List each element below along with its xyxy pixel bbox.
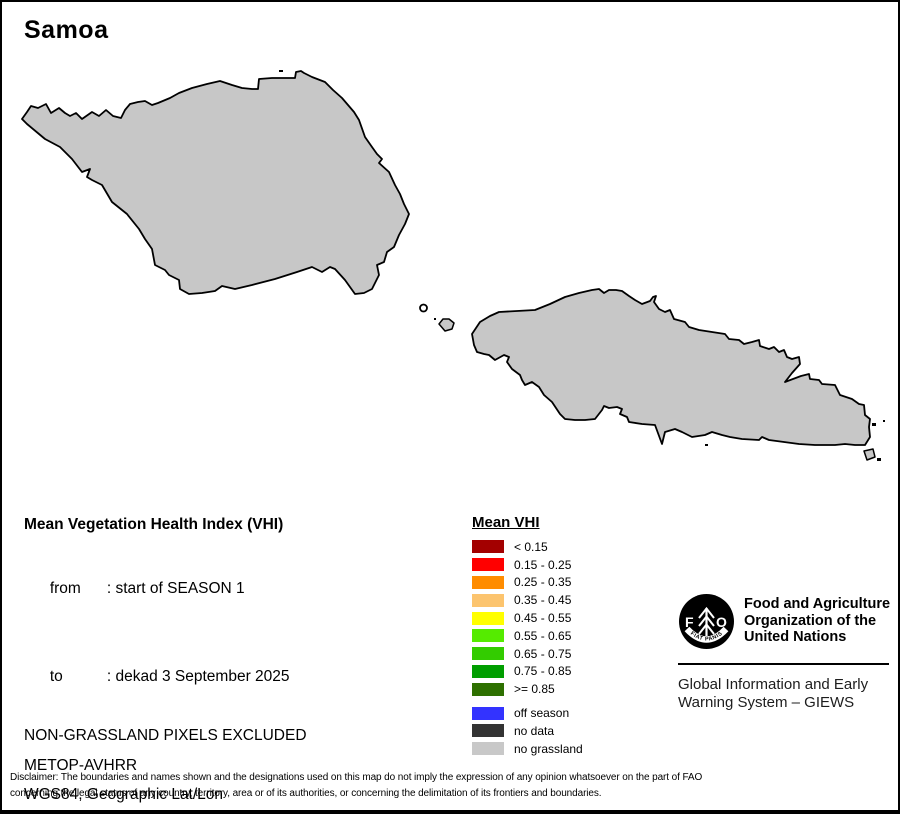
info-value-to: : dekad 3 September 2025 xyxy=(106,668,290,685)
giews-label: Global Information and Early Warning Syst… xyxy=(678,676,892,711)
giews-line: Global Information and Early xyxy=(678,676,869,693)
fao-divider xyxy=(678,663,889,665)
legend-row: 0.75 - 0.85 xyxy=(472,663,642,681)
legend-row: 0.25 - 0.35 xyxy=(472,574,642,592)
map-islet-nuutele xyxy=(863,448,876,461)
fao-org-name: Food and Agriculture Organization of the U… xyxy=(744,593,890,650)
legend-swatch xyxy=(472,647,504,661)
svg-text:FIAT PANIS: FIAT PANIS xyxy=(689,631,724,643)
info-row-to: to : dekad 3 September 2025 xyxy=(24,633,454,722)
legend-swatch xyxy=(472,575,504,589)
fao-logo-icon: F O FIAT PANIS xyxy=(679,594,734,649)
legend-swatch xyxy=(472,724,504,738)
legend-label: 0.75 - 0.85 xyxy=(514,664,572,679)
legend-row: >= 0.85 xyxy=(472,680,642,698)
legend-row: < 0.15 xyxy=(472,538,642,556)
map-east-island xyxy=(471,288,871,446)
map-islet-speck xyxy=(434,318,436,320)
legend-row: 0.15 - 0.25 xyxy=(472,556,642,574)
fao-logo-motto: FIAT PANIS xyxy=(689,631,723,643)
map-info-block: Mean Vegetation Health Index (VHI) from:… xyxy=(24,514,454,810)
disclaimer: Disclaimer: The boundaries and names sho… xyxy=(10,770,894,801)
map-islet-speck xyxy=(279,70,283,72)
disclaimer-line-1: Disclaimer: The boundaries and names sho… xyxy=(10,772,703,783)
info-value-from: : start of SEASON 1 xyxy=(106,579,245,597)
fao-org-line: United Nations xyxy=(744,629,847,645)
map-islet-speck xyxy=(883,420,885,422)
legend-label: no data xyxy=(514,723,555,738)
legend-label: no grassland xyxy=(514,741,583,756)
legend-row: 0.35 - 0.45 xyxy=(472,591,642,609)
fao-org-line: Food and Agriculture xyxy=(744,596,891,612)
legend-extra-rows: off season no data no grassland xyxy=(472,704,642,757)
legend-title: Mean VHI xyxy=(472,514,540,531)
map-islet-speck xyxy=(872,423,876,426)
legend-row: no data xyxy=(472,722,642,740)
legend-label: >= 0.85 xyxy=(514,682,555,697)
legend-swatch xyxy=(472,664,504,678)
legend-label: 0.55 - 0.65 xyxy=(514,628,572,643)
fao-logo-letter-f: F xyxy=(685,614,694,630)
giews-line: Warning System – GIEWS xyxy=(678,693,855,711)
page-title: Samoa xyxy=(24,16,109,44)
info-line: NON-GRASSLAND PIXELS EXCLUDED xyxy=(24,727,307,744)
legend-label: 0.35 - 0.45 xyxy=(514,593,572,608)
legend-swatch xyxy=(472,629,504,643)
legend-label: 0.65 - 0.75 xyxy=(514,646,572,661)
legend-label: 0.45 - 0.55 xyxy=(514,611,572,626)
legend-label: off season xyxy=(514,706,570,721)
fao-header: F O FIAT PANIS Food and Agriculture Organ… xyxy=(678,593,892,650)
info-line: METOP-AVHRR xyxy=(24,756,138,774)
legend-swatch xyxy=(472,742,504,756)
info-lines: NON-GRASSLAND PIXELS EXCLUDED METOP-AVHRR… xyxy=(24,721,454,810)
legend-label: 0.15 - 0.25 xyxy=(514,557,572,572)
map-islet-ring xyxy=(419,303,428,313)
map-islet-speck xyxy=(877,458,881,461)
disclaimer-line-2: concerning the legal status of any count… xyxy=(10,787,602,799)
legend-swatch xyxy=(472,682,504,696)
map-islet-manono xyxy=(438,318,455,332)
map-west-island xyxy=(21,70,410,295)
legend-class-rows: < 0.15 0.15 - 0.25 0.25 - 0.35 0.35 - 0.45 0… xyxy=(472,538,642,698)
info-row-from: from : start of SEASON 1 xyxy=(24,544,454,633)
map-islet-speck xyxy=(705,444,708,446)
legend-swatch xyxy=(472,611,504,625)
legend-row: no grassland xyxy=(472,740,642,758)
info-heading: Mean Vegetation Health Index (VHI) xyxy=(24,516,284,533)
legend-label: 0.25 - 0.35 xyxy=(514,575,572,590)
legend-row: 0.65 - 0.75 xyxy=(472,645,642,663)
info-line: WGS84, Geographic Lat/Lon xyxy=(24,786,224,803)
legend-row: 0.45 - 0.55 xyxy=(472,609,642,627)
legend-swatch xyxy=(472,540,504,554)
info-key-from: from xyxy=(49,579,81,597)
info-key-to: to xyxy=(49,668,63,685)
legend-row: off season xyxy=(472,704,642,722)
legend-swatch xyxy=(472,706,504,720)
legend-swatch xyxy=(472,593,504,607)
fao-branding: F O FIAT PANIS Food and Agriculture Organ… xyxy=(678,593,892,711)
legend-label: < 0.15 xyxy=(514,539,548,554)
vhi-legend: Mean VHI < 0.15 0.15 - 0.25 0.25 - 0.35 0.3… xyxy=(472,513,642,758)
fao-org-line: Organization of the xyxy=(744,612,877,629)
legend-row: 0.55 - 0.65 xyxy=(472,627,642,645)
legend-swatch xyxy=(472,558,504,572)
fao-logo-letter-o: O xyxy=(716,614,727,630)
